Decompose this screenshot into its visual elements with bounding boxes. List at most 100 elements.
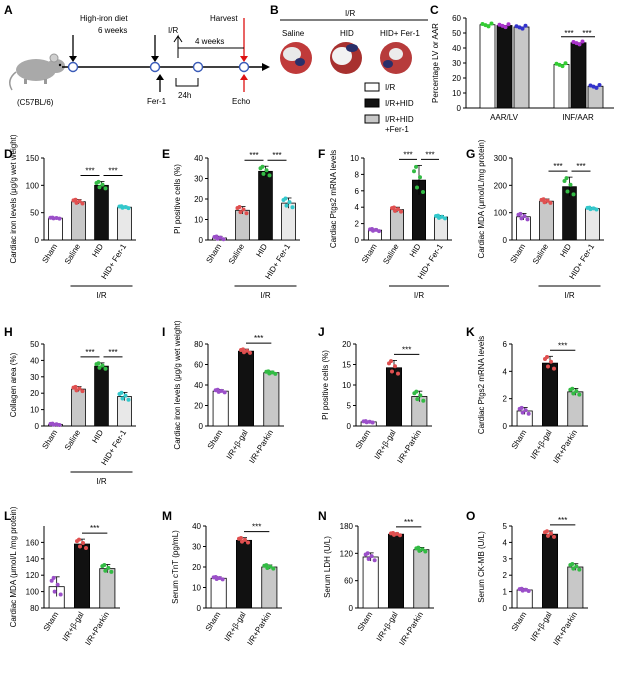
data-point (443, 216, 447, 221)
sig-label: *** (249, 151, 258, 160)
x-tick-label: Saline (381, 242, 401, 266)
data-point (102, 562, 107, 567)
bar-hid (258, 170, 273, 241)
data-point (77, 199, 82, 204)
y-tick-label: 120 (340, 549, 354, 558)
data-point (480, 21, 485, 26)
data-point (49, 578, 54, 583)
sig-label: *** (564, 29, 573, 38)
x-tick-label: I/R+Parkin (551, 610, 579, 647)
data-point (119, 204, 124, 209)
data-point (418, 393, 423, 398)
y-tick-label: 0 (349, 604, 354, 613)
data-point (562, 178, 567, 183)
panel-label-n: N (318, 509, 327, 523)
panel-label-m: M (162, 509, 172, 523)
panel-label-o: O (466, 509, 475, 523)
panel-a: A (C57BL/6) H (4, 3, 270, 107)
data-point (243, 537, 247, 542)
panel-label-h: H (4, 325, 13, 339)
legend-label-ir: I/R (385, 83, 395, 92)
y-tick-label: 80 (194, 340, 203, 349)
data-point (365, 551, 370, 556)
panel-label-g: G (466, 147, 475, 161)
y-tick-label: 20 (192, 563, 201, 572)
data-point (52, 589, 57, 594)
y-tick-label: 100 (26, 181, 40, 190)
data-point (588, 83, 593, 88)
bar-infaar-0 (553, 64, 570, 109)
data-point (106, 565, 111, 570)
x-tick-label: I/R+β-gal (529, 610, 554, 643)
data-point (241, 207, 246, 212)
bar-irgal (235, 539, 252, 609)
x-tick-label: Sham (204, 610, 223, 633)
data-point (552, 534, 556, 539)
x-tick-label: I/R+Parkin (397, 610, 425, 647)
timeline-arrowhead (262, 63, 270, 71)
bar-irgal (542, 533, 559, 609)
data-point (486, 24, 491, 29)
y-tick-label: 180 (340, 522, 354, 531)
y-tick-label: 5 (347, 402, 352, 411)
data-point (577, 392, 582, 397)
data-point (97, 365, 102, 370)
x-tick-label: I/R+Parkin (83, 610, 111, 647)
data-point (399, 209, 403, 214)
y-tick-label: 0 (35, 422, 40, 431)
data-point (267, 173, 272, 178)
h24-label: 24h (178, 91, 191, 100)
data-point (50, 215, 55, 220)
data-point (245, 348, 249, 353)
y-tick-label: 40 (194, 154, 203, 163)
arrow-harvest (240, 56, 248, 62)
panel-b-label: B (270, 3, 279, 17)
sig-label: *** (425, 150, 434, 159)
ir-label: I/R (168, 26, 178, 35)
y-axis-label: Cardiac iron levels (μg/g wet weight) (9, 134, 18, 263)
y-tick-label: 20 (194, 402, 203, 411)
data-point (241, 347, 245, 352)
bar-sham (210, 577, 227, 609)
fer1-label: Fer-1 (147, 97, 167, 106)
panel-label-c: C (430, 3, 439, 17)
data-point (503, 25, 508, 30)
bar-aarlv-2 (513, 26, 530, 109)
y-axis-label: Percentage LV or AAR (431, 23, 440, 103)
data-point (123, 393, 128, 398)
data-point (273, 371, 278, 376)
y-tick-label: 15 (342, 361, 351, 370)
data-point (392, 205, 396, 210)
x-tick-label: I/R+β-gal (223, 610, 248, 643)
data-point (126, 206, 131, 211)
y-tick-label: 0 (503, 422, 508, 431)
timepoint-harvest (238, 61, 250, 73)
bar-sham (48, 217, 63, 241)
data-point (546, 533, 550, 538)
y-tick-label: 60 (344, 577, 353, 586)
data-point (370, 420, 375, 425)
chart-o: O 0 1 2 3 4 5 Serum CK-MB (U/L) Sham I/R+β-galI/R… (466, 509, 588, 647)
panel-b: B I/R Saline HID HID+ Fer-1 I/R I/R+HID … (270, 3, 428, 134)
data-point (574, 389, 579, 394)
y-axis-label: Cardiac MDA (μmol/L/mg protein) (477, 139, 486, 258)
data-point (290, 205, 295, 210)
sig-label: *** (252, 523, 261, 532)
data-point (221, 237, 226, 242)
data-point (523, 23, 528, 28)
panel-label-k: K (466, 325, 475, 339)
y-tick-label: 4 (503, 538, 508, 547)
x-tick-label: Sham (354, 428, 373, 451)
data-point (563, 61, 568, 66)
data-point (571, 192, 576, 197)
y-tick-label: 10 (452, 89, 461, 98)
x-tick-label: I/R+β-gal (373, 428, 398, 461)
data-point (520, 410, 525, 415)
bar-hidfer1 (433, 216, 448, 241)
chart-c: C 0 10 20 30 40 50 60 Percentage LV or AAR AAR/LV… (430, 3, 614, 122)
bar-hid (94, 365, 109, 427)
y-tick-label: 20 (194, 195, 203, 204)
data-point (240, 539, 244, 544)
x-tick-label: Sham (360, 242, 379, 265)
legend-label-ir-hid: I/R+HID (385, 99, 414, 108)
